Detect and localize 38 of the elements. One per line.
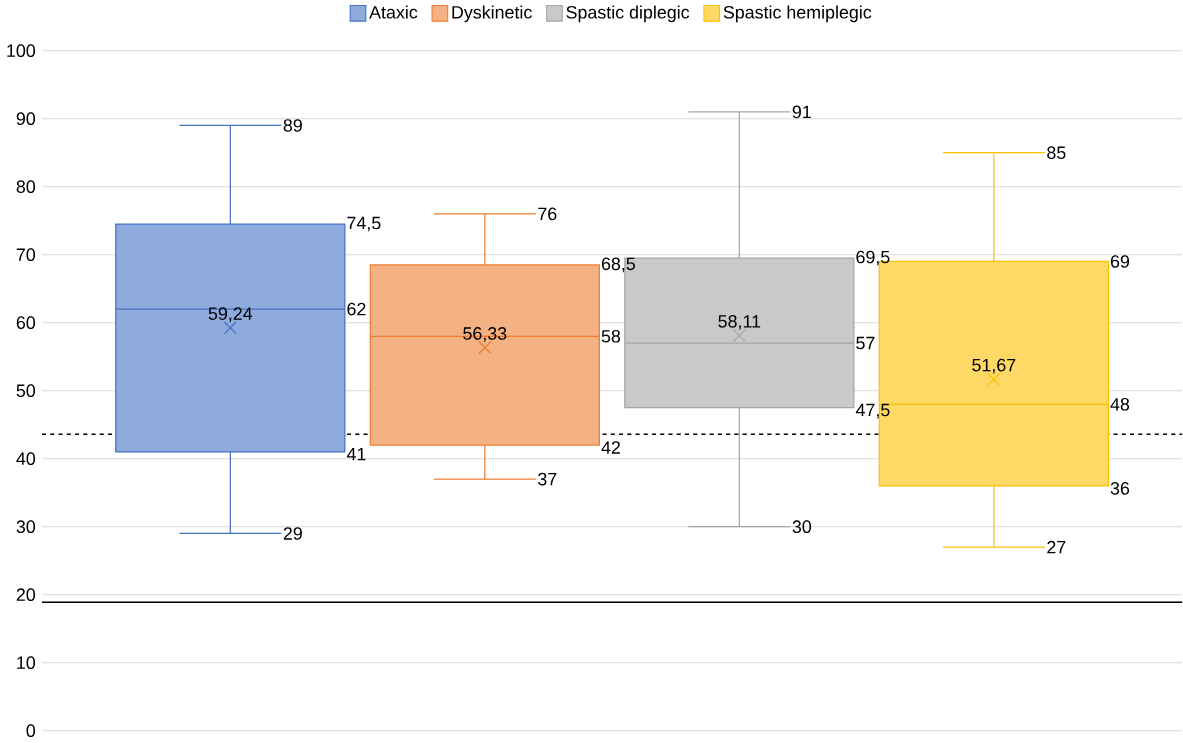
annotation: 36 (1110, 482, 1130, 495)
annotation: 37 (538, 472, 557, 486)
annotation: 48 (1110, 397, 1130, 411)
y-tick-label: 100 (7, 44, 36, 58)
y-tick-label: 20 (16, 588, 36, 602)
legend-label: Spastic hemiplegic (723, 5, 872, 23)
legend-label: Spastic diplegic (566, 5, 690, 23)
annotation: 69,5 (856, 250, 890, 266)
y-tick-label: 70 (16, 248, 36, 262)
annotation: 68,5 (601, 257, 635, 273)
annotation: 29 (283, 527, 302, 540)
annotation: 69 (1110, 255, 1130, 268)
annotation: 51,67 (972, 358, 1016, 374)
annotation: 27 (1047, 540, 1066, 554)
annotation: 57 (856, 336, 875, 350)
annotation: 91 (792, 105, 811, 119)
annotation: 89 (283, 119, 302, 132)
y-tick-label: 80 (16, 180, 36, 194)
annotation: 76 (538, 207, 557, 221)
annotation: 42 (601, 441, 620, 454)
legend-label: Ataxic (369, 5, 418, 19)
y-tick-label: 0 (26, 724, 36, 738)
annotation: 59,24 (208, 307, 253, 323)
y-tick-label: 30 (16, 520, 36, 534)
annotation: 58,11 (718, 315, 761, 330)
y-tick-label: 10 (17, 656, 36, 670)
legend-label: Dyskinetic (452, 5, 532, 23)
annotation: 85 (1047, 146, 1066, 160)
annotation: 74,5 (347, 216, 381, 232)
annotation: 56,33 (463, 327, 507, 342)
annotation: 30 (792, 520, 812, 534)
annotation: 62 (347, 302, 366, 316)
annotation: 41 (346, 448, 366, 461)
annotation: 58 (601, 329, 621, 343)
y-tick-label: 90 (16, 112, 36, 126)
y-tick-label: 50 (16, 384, 36, 398)
y-tick-label: 60 (16, 316, 36, 330)
y-tick-label: 40 (16, 452, 36, 466)
